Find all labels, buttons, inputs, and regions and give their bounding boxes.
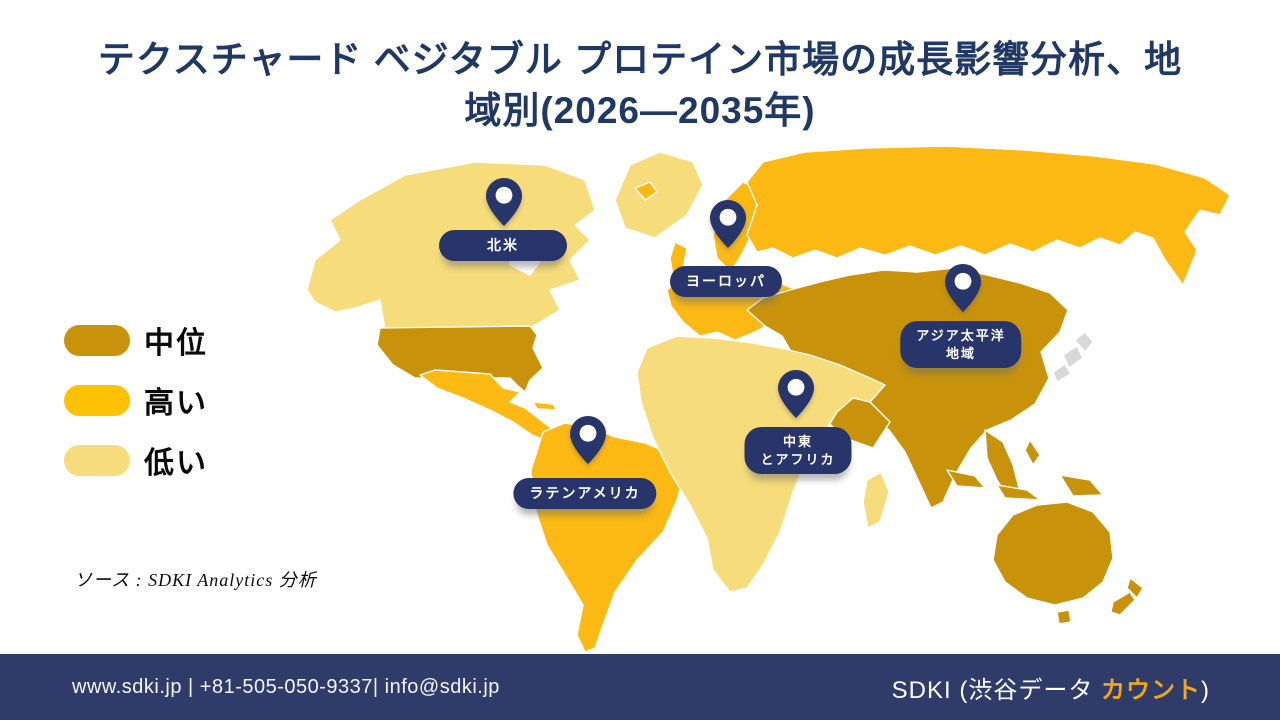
footer-contact: www.sdki.jp | +81-505-050-9337| info@sdk…: [72, 675, 500, 698]
footer-brand: SDKI (渋谷データ カウント): [892, 670, 1210, 705]
region-label-middle-east-africa: 中東 とアフリカ: [744, 427, 852, 475]
legend-item-medium: 中位: [64, 318, 208, 362]
map-usa: [376, 325, 544, 393]
map-japan-south: [1052, 363, 1072, 383]
map-new-zealand-south: [1110, 591, 1136, 616]
map-japan-main: [1062, 345, 1084, 369]
world-map-svg: [306, 145, 1231, 653]
map-russia: [746, 145, 1231, 286]
pin-middle-east-africa-icon: [778, 370, 814, 418]
map-indonesia-east: [996, 484, 1041, 501]
legend: 中位 高い 低い: [64, 318, 208, 498]
footer-bar: www.sdki.jp | +81-505-050-9337| info@sdk…: [0, 654, 1280, 720]
map-philippines: [1024, 439, 1041, 466]
pin-europe-icon: [710, 200, 746, 248]
page-title-line1: テクスチャード ベジタブル プロテイン市場の成長影響分析、地: [97, 39, 1183, 80]
legend-swatch-medium: [64, 324, 130, 356]
legend-swatch-high: [64, 384, 130, 416]
legend-label-medium: 中位: [144, 327, 208, 360]
region-label-north-america: 北米: [439, 230, 567, 261]
legend-label-low: 低い: [144, 447, 208, 480]
map-japan-north: [1074, 331, 1094, 353]
pin-north-america-icon: [486, 178, 522, 226]
map-new-zealand-north: [1126, 577, 1144, 599]
map-australia: [992, 501, 1114, 606]
page-title: テクスチャード ベジタブル プロテイン市場の成長影響分析、地 域別(2026—2…: [50, 34, 1230, 136]
world-map: [285, 140, 1235, 655]
legend-swatch-low: [64, 444, 130, 476]
source-note: ソース : SDKI Analytics 分析: [74, 570, 317, 590]
footer-brand-suffix: ): [1201, 676, 1210, 704]
footer-brand-highlight: カウント: [1101, 676, 1201, 704]
legend-item-low: 低い: [64, 438, 208, 482]
map-caribbean: [532, 401, 558, 411]
pin-latin-america-icon: [570, 416, 606, 464]
region-label-latin-america: ラテンアメリカ: [513, 478, 657, 509]
map-madagascar: [862, 471, 890, 529]
map-new-guinea: [1059, 474, 1104, 497]
map-greenland: [614, 151, 704, 239]
pin-asia-pacific-icon: [945, 264, 981, 312]
legend-item-high: 高い: [64, 378, 208, 422]
region-label-asia-pacific: アジア太平洋 地域: [900, 321, 1022, 369]
legend-label-high: 高い: [144, 387, 208, 420]
page-title-line2: 域別(2026—2035年): [464, 90, 816, 132]
region-label-europe: ヨーロッパ: [670, 266, 782, 297]
map-iceland: [634, 181, 658, 201]
footer-brand-prefix: SDKI (渋谷データ: [891, 676, 1101, 704]
map-indonesia: [946, 469, 986, 489]
map-tasmania: [1056, 609, 1072, 625]
